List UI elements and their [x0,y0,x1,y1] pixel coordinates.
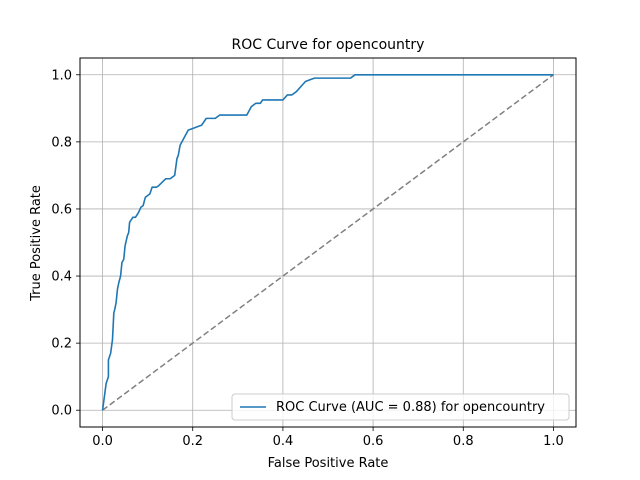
x-axis-label: False Positive Rate [268,456,389,471]
y-tick-label: 0.2 [51,337,72,352]
x-tick-label: 0.0 [92,434,113,449]
y-tick-label: 0.0 [51,404,72,419]
grid-lines [80,58,576,427]
x-tick-label: 0.6 [363,434,384,449]
y-axis-label: True Positive Rate [29,185,44,302]
legend: ROC Curve (AUC = 0.88) for opencountry [231,393,570,421]
y-tick-label: 0.6 [51,202,72,217]
x-tick-label: 0.4 [273,434,294,449]
y-tick-label: 1.0 [51,68,72,83]
chart-title: ROC Curve for opencountry [232,37,425,53]
x-tick-label: 1.0 [543,434,564,449]
axis-ticks: 0.0 0.2 0.4 0.6 0.8 1.0 0.0 0.2 0.4 0.6 0.8 1.0 [51,68,563,449]
legend-label-roc: ROC Curve (AUC = 0.88) for opencountry [276,400,545,415]
y-tick-label: 0.4 [51,270,72,285]
roc-curve-line [101,73,554,411]
axes-frame [79,57,577,428]
chance-diagonal-line [102,74,554,411]
plot-series [101,73,554,411]
legend-box [231,393,570,421]
x-tick-label: 0.8 [453,434,474,449]
y-tick-label: 0.8 [51,135,72,150]
x-tick-label: 0.2 [182,434,203,449]
